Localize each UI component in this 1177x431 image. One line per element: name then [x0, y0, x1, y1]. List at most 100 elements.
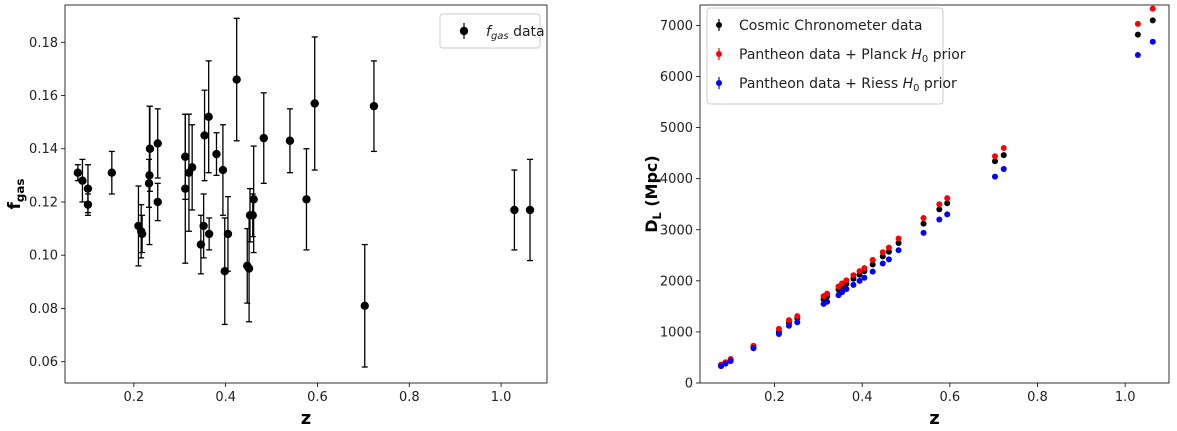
data-point	[850, 281, 857, 288]
data-point	[1000, 165, 1007, 172]
data-point	[310, 99, 319, 108]
legend-marker	[716, 22, 722, 28]
data-point	[153, 139, 162, 148]
data-point	[794, 319, 801, 326]
data-point	[856, 268, 863, 275]
data-point	[869, 256, 876, 263]
x-tick-label: 0.8	[399, 390, 420, 405]
data-point	[1134, 31, 1141, 38]
x-tick-label: 0.4	[215, 390, 236, 405]
data-point	[212, 149, 221, 159]
data-point	[895, 240, 902, 247]
data-point	[83, 184, 93, 193]
y-tick-label: 1000	[660, 325, 693, 340]
data-point	[991, 173, 998, 180]
chart-2: 0.2 0.4 0.6 0.8 1.0 0 1000 2000 3000 4000 5000 6000…	[642, 4, 1170, 429]
x-tick-label: 0.6	[307, 390, 328, 405]
data-point	[204, 112, 213, 122]
data-point	[794, 313, 801, 320]
data-point	[1149, 17, 1156, 24]
data-point	[525, 205, 535, 215]
x-tick-label: 0.2	[124, 390, 145, 405]
data-point	[218, 165, 228, 175]
legend-label: Pantheon data + Riess H0 prior	[739, 76, 957, 94]
data-point	[944, 195, 951, 202]
y-tick-label: 3000	[660, 223, 693, 238]
data-point	[196, 240, 206, 249]
data-point	[220, 266, 229, 276]
y-tick-label: 2000	[660, 274, 693, 289]
data-point	[944, 200, 951, 207]
data-point	[244, 264, 254, 273]
data-point	[302, 195, 311, 204]
data-point	[991, 153, 998, 160]
data-point	[1134, 52, 1141, 59]
x-tick-label: 1.0	[491, 390, 512, 405]
data-point	[750, 345, 757, 352]
legend-marker	[459, 26, 469, 36]
data-point	[895, 247, 902, 254]
data-point	[510, 205, 519, 215]
data-point	[936, 201, 943, 208]
data-point	[775, 330, 782, 337]
y-axis-label: fgas	[5, 178, 27, 209]
data-point	[843, 277, 850, 284]
y-tick-label: 0.16	[29, 89, 58, 104]
data-point	[936, 216, 943, 223]
data-point	[885, 244, 892, 251]
data-point	[107, 168, 117, 177]
data-point	[204, 229, 214, 239]
series-1	[73, 17, 535, 368]
data-point	[285, 136, 295, 145]
data-point	[1000, 145, 1007, 152]
data-point	[861, 274, 868, 281]
data-point	[137, 229, 147, 239]
data-point	[991, 158, 998, 165]
data-point	[1149, 38, 1156, 45]
data-point	[249, 195, 258, 204]
legend-frame	[439, 13, 541, 49]
data-point	[78, 176, 87, 185]
data-point	[1000, 152, 1007, 159]
data-point	[727, 358, 734, 365]
data-point	[153, 197, 162, 207]
y-tick-label: 0	[685, 377, 693, 392]
data-point	[785, 317, 792, 324]
data-point	[839, 289, 846, 296]
x-tick-label: 1.0	[1115, 390, 1136, 405]
data-point	[369, 101, 379, 111]
data-point	[775, 325, 782, 332]
y-tick-label: 0.14	[29, 142, 58, 157]
data-point	[839, 280, 846, 287]
data-point	[223, 229, 233, 239]
legend-frame	[706, 7, 944, 105]
data-point	[843, 286, 850, 293]
plot-frame	[699, 4, 1170, 384]
x-tick-label: 0.4	[852, 390, 873, 405]
data-point	[920, 215, 927, 222]
legend-marker	[716, 80, 722, 86]
data-point	[936, 206, 943, 213]
y-tick-label: 0.06	[29, 355, 58, 370]
y-tick-label: 4000	[660, 172, 693, 187]
legend-label: Pantheon data + Planck H0 prior	[739, 47, 966, 65]
data-point	[824, 298, 831, 305]
data-point	[861, 265, 868, 272]
legend: fgas data	[439, 13, 545, 49]
legend-label: fgas data	[486, 24, 545, 42]
data-point	[248, 211, 257, 220]
y-tick-label: 0.18	[29, 36, 58, 51]
y-tick-label: 0.10	[29, 249, 58, 264]
x-axis-label: z	[929, 408, 939, 429]
data-point	[718, 363, 725, 370]
y-tick-label: 0.08	[29, 302, 58, 317]
data-point	[869, 261, 876, 268]
data-point	[824, 290, 831, 297]
chart-1: 0.2 0.4 0.6 0.8 1.0 0.06 0.08 0.10 0.12 0.14 0.16 0…	[5, 4, 548, 429]
data-point	[722, 360, 729, 367]
x-tick-label: 0.2	[764, 390, 785, 405]
y-tick-label: 0.12	[29, 195, 58, 210]
data-point	[360, 301, 369, 311]
data-point	[785, 322, 792, 329]
